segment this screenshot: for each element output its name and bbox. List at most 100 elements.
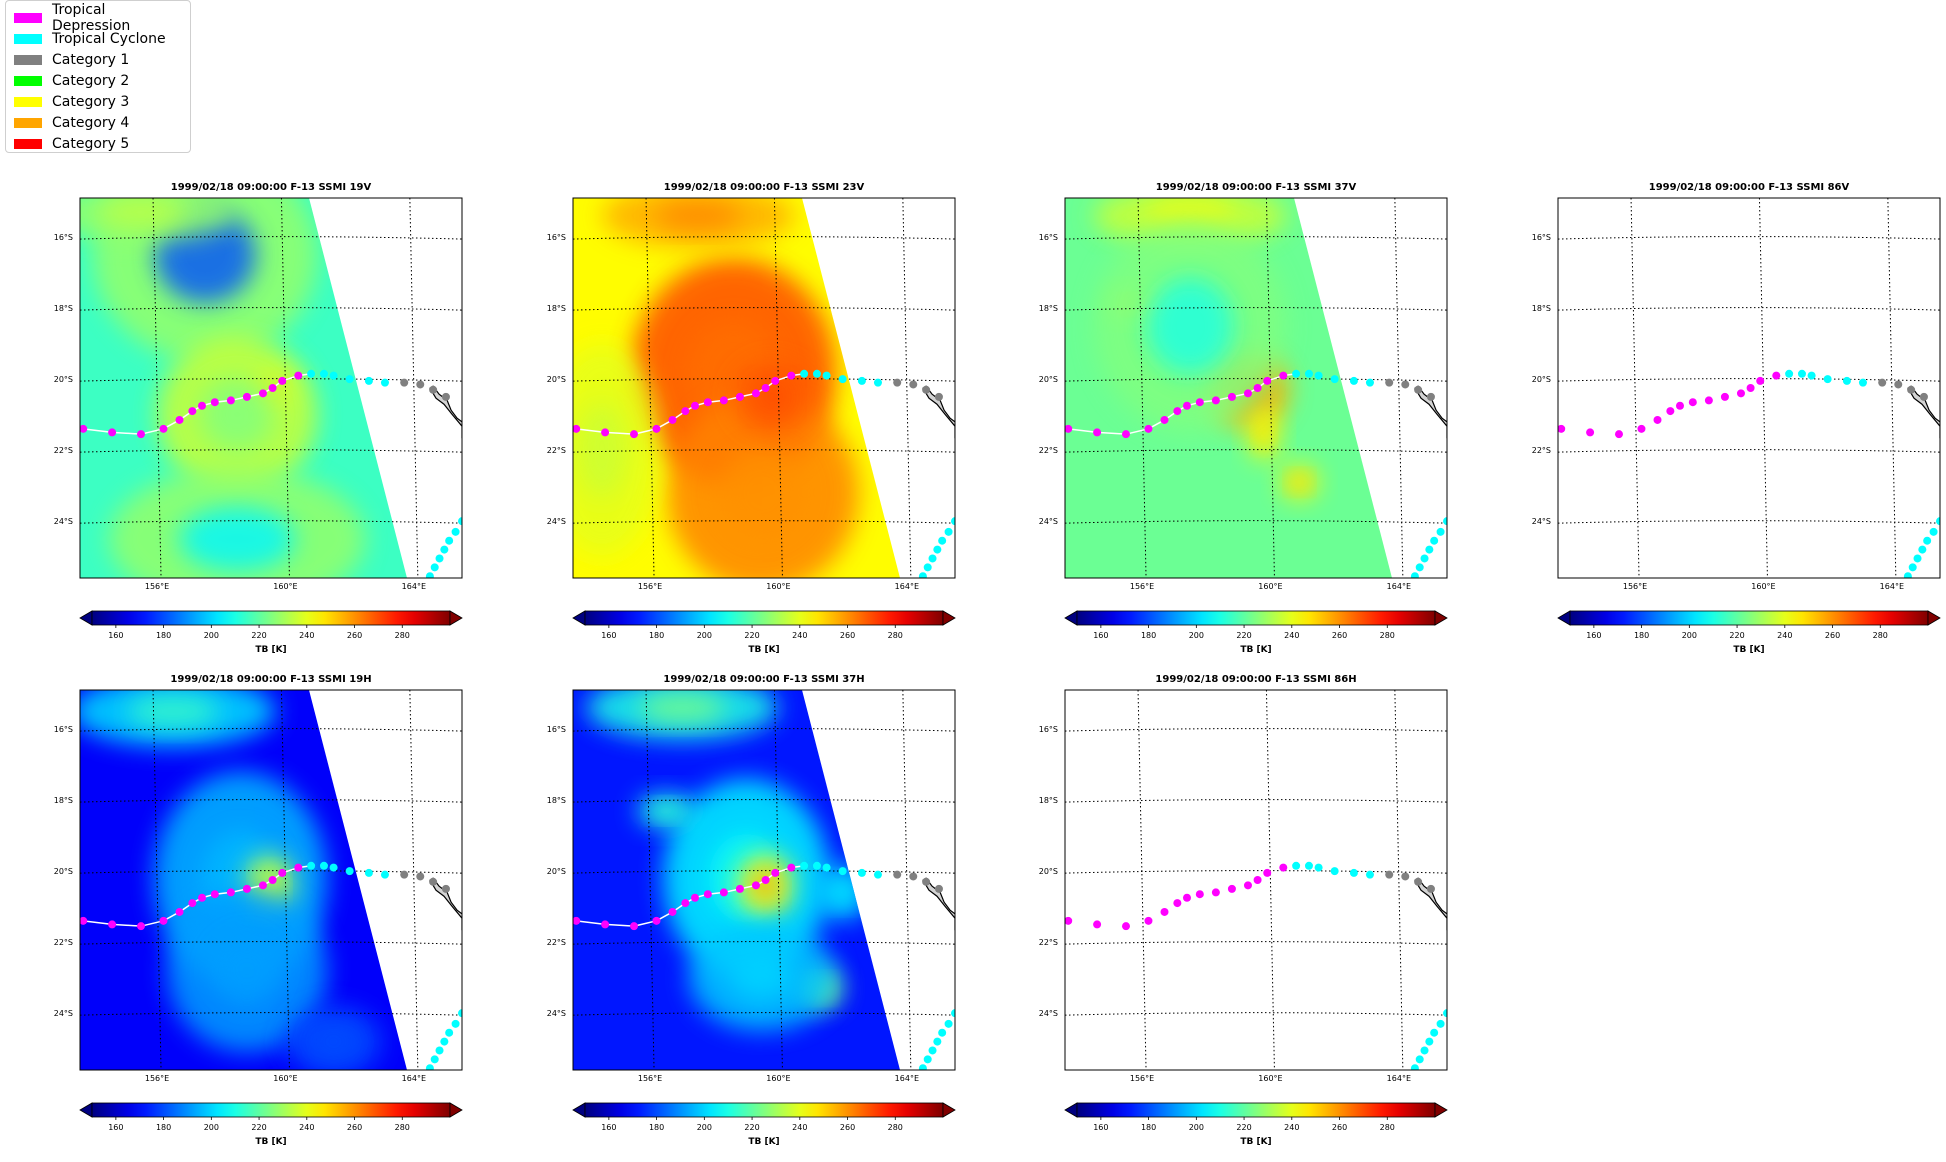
track-point <box>258 881 267 890</box>
colorbar-tick-label: 280 <box>888 631 903 640</box>
track-point <box>1385 378 1394 387</box>
track-point <box>1160 907 1169 916</box>
lat-tick-label: 16°S <box>547 725 566 734</box>
lat-tick-label: 20°S <box>547 867 566 876</box>
colorbar-extend-low <box>1064 610 1078 626</box>
track-point <box>451 527 460 536</box>
tb-feature-core <box>210 933 284 1008</box>
lon-tick-label: 164°E <box>402 582 426 591</box>
meridian-line <box>1265 690 1275 1070</box>
lat-tick-label: 24°S <box>54 1009 73 1018</box>
track-point <box>928 1046 937 1055</box>
track-point <box>1919 392 1928 401</box>
colorbar-body <box>584 610 944 626</box>
track-point <box>1929 527 1938 536</box>
lon-tick-label: 160°E <box>1751 582 1775 591</box>
colorbar-tick-label: 180 <box>156 631 171 640</box>
track-point <box>458 517 462 526</box>
track-point <box>258 389 267 398</box>
track-point <box>1736 389 1745 398</box>
tb-feature-core <box>311 1025 356 1058</box>
legend-swatch <box>14 12 42 23</box>
track-point <box>719 888 728 897</box>
meridian-line <box>280 198 290 578</box>
meridian-line <box>152 690 162 1070</box>
track-point <box>1292 369 1301 378</box>
track-point <box>629 922 638 931</box>
track-point <box>1263 376 1272 385</box>
lon-tick-label: 160°E <box>766 582 790 591</box>
map-area <box>573 690 955 1070</box>
track-point <box>1842 376 1851 385</box>
colorbar: 160 180 200 220 240 260 280 TB [K] <box>1064 610 1448 655</box>
lat-tick-label: 18°S <box>54 796 73 805</box>
track-point <box>1772 371 1781 380</box>
track-point <box>1878 378 1887 387</box>
lat-tick-label: 20°S <box>54 867 73 876</box>
track-point <box>242 392 251 401</box>
track-point <box>1430 536 1439 545</box>
colorbar-tick-label: 240 <box>1777 631 1792 640</box>
lon-tick-label: 156°E <box>145 1074 169 1083</box>
meridian-line <box>645 198 655 578</box>
tb-feature-core <box>1290 474 1309 491</box>
legend-label: Category 2 <box>52 72 130 89</box>
lat-tick-label: 22°S <box>547 446 566 455</box>
lat-tick-label: 22°S <box>1532 446 1551 455</box>
track-point <box>1093 428 1102 437</box>
track-point <box>451 1019 460 1028</box>
map-panel: 1999/02/18 09:00:00 F-13 SSMI 23V 16°S 18°… <box>547 182 956 655</box>
map-frame <box>1064 689 1448 1071</box>
track-point <box>800 369 809 378</box>
track-point <box>278 376 287 385</box>
legend-swatch <box>14 117 42 128</box>
storm-category-legend: Tropical Depression Tropical Cyclone Categ… <box>5 0 191 153</box>
track-point <box>278 868 287 877</box>
colorbar-label: TB [K] <box>1240 1137 1271 1147</box>
lat-tick-label: 24°S <box>1532 517 1551 526</box>
track-point <box>918 1064 927 1070</box>
meridian-line <box>1265 198 1275 578</box>
track-point <box>1426 884 1435 893</box>
track-point <box>1903 572 1912 578</box>
legend-item: Category 4 <box>14 112 182 133</box>
map-area <box>80 198 462 578</box>
track-point <box>1279 863 1288 872</box>
lon-tick-label: 164°E <box>895 1074 919 1083</box>
tb-feature-core <box>179 506 296 571</box>
track-point <box>601 428 610 437</box>
lat-tick-label: 22°S <box>547 938 566 947</box>
track-point <box>440 1037 449 1046</box>
colorbar-tick-label: 220 <box>251 631 266 640</box>
lon-tick-label: 160°E <box>1258 1074 1282 1083</box>
track-point <box>1443 517 1447 526</box>
lat-tick-label: 22°S <box>1039 446 1058 455</box>
track-point <box>435 554 444 563</box>
colorbar-tick-label: 240 <box>299 631 314 640</box>
panel-title: 1999/02/18 09:00:00 F-13 SSMI 19V <box>171 182 372 193</box>
track-point <box>1330 375 1339 384</box>
track-point <box>690 893 699 902</box>
track-point <box>1746 384 1755 392</box>
track-point <box>771 376 780 385</box>
colorbar-tick-label: 220 <box>744 1123 759 1132</box>
colorbar-extend-high <box>1927 610 1941 626</box>
track-point <box>430 1055 439 1064</box>
colorbar-tick-label: 160 <box>108 631 123 640</box>
track-point <box>159 424 168 433</box>
colorbar-tick-label: 260 <box>347 1123 362 1132</box>
colorbar-tick-label: 240 <box>1284 631 1299 640</box>
colorbar-tick-label: 220 <box>1236 1123 1251 1132</box>
track-point <box>197 893 206 902</box>
track-point <box>1195 890 1204 899</box>
track-point <box>294 371 303 380</box>
meridian-line <box>902 690 912 1070</box>
colorbar-tick-label: 160 <box>108 1123 123 1132</box>
colorbar-label: TB [K] <box>748 1137 779 1147</box>
panel-title: 1999/02/18 09:00:00 F-13 SSMI 86V <box>1649 182 1850 193</box>
track-point <box>1211 396 1220 405</box>
track-point <box>601 920 610 929</box>
colorbar-tick-label: 280 <box>395 1123 410 1132</box>
lon-tick-label: 160°E <box>766 1074 790 1083</box>
